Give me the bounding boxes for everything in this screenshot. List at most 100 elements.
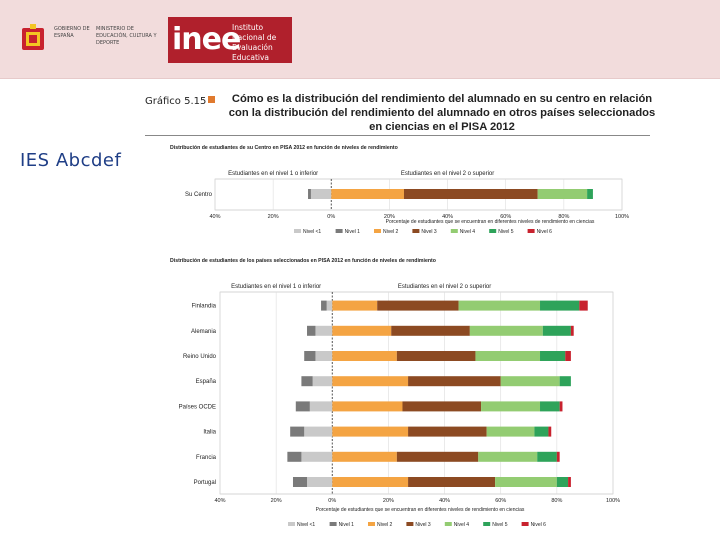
chart2-left-header: Estudiantes en el nivel 1 o inferior xyxy=(231,284,321,290)
chart2-bar-nivel5 xyxy=(542,325,571,336)
header-divider xyxy=(0,78,720,79)
chart2-right-header: Estudiantes en el nivel 2 o superior xyxy=(398,284,491,290)
inee-name: Instituto Nacional de Evaluación Educati… xyxy=(232,23,277,62)
chart2-tick-label: 80% xyxy=(551,498,562,504)
chart2-bar-nivel6 xyxy=(568,477,571,487)
chart2-bar-nivel1 xyxy=(312,376,333,387)
chart2-bar-nivel2 xyxy=(332,325,392,336)
chart1-legend-swatch xyxy=(450,229,458,233)
chart2-tick-label: 40% xyxy=(439,498,450,504)
chart2-bar-nivel5 xyxy=(540,401,560,412)
chart2-category-label: Portugal xyxy=(194,480,216,486)
chart2-bar-nivel1 xyxy=(307,325,316,336)
chart1-legend-swatch xyxy=(412,229,420,233)
chart2-bar-nivel4 xyxy=(481,401,541,412)
chart2-bar-nivel2 xyxy=(332,477,409,487)
chart2-bar-nivel6 xyxy=(559,401,563,412)
chart1-bar-nivel4 xyxy=(537,189,588,199)
chart2-bar-nivel1 xyxy=(307,477,333,487)
chart2-bar-nivel3 xyxy=(396,351,476,361)
chart2-legend-label: Nivel 5 xyxy=(492,522,508,528)
chart2-bar-nivel1 xyxy=(301,376,313,387)
figure-bullet-icon xyxy=(208,96,215,103)
chart2-category-label: Países OCDE xyxy=(179,404,216,410)
chart2-bar-nivel2 xyxy=(332,401,403,412)
chart2-bar-nivel1 xyxy=(301,451,333,462)
chart2-bar-nivel1 xyxy=(321,300,327,311)
chart2-bar-nivel6 xyxy=(570,325,574,336)
chart1-legend-label: Nivel 6 xyxy=(537,229,553,235)
chart2-legend-label: Nivel 6 xyxy=(531,522,547,528)
chart2-legend-swatch xyxy=(368,522,375,526)
chart2-bar-nivel4 xyxy=(478,451,538,462)
chart1-xlabel: Porcentaje de estudiantes que se encuent… xyxy=(386,219,595,225)
chart1-legend-label: Nivel 2 xyxy=(383,229,399,235)
chart2-bar-nivel1 xyxy=(295,401,310,412)
chart2-category-label: Reino Unido xyxy=(183,354,217,360)
chart2-bar-nivel5 xyxy=(540,300,580,311)
chart1-tick-label: 60% xyxy=(500,214,511,220)
chart2-bar-nivel1 xyxy=(290,426,305,437)
chart2-bar-nivel5 xyxy=(556,477,569,487)
chart1-bar-nivel5 xyxy=(587,189,593,199)
chart2-legend-label: Nivel <1 xyxy=(297,522,315,528)
chart2-bar-nivel1 xyxy=(315,325,333,336)
chart2-bar-nivel3 xyxy=(408,376,501,387)
chart1-tick-label: 20% xyxy=(384,214,395,220)
chart1-left-header: Estudiantes en el nivel 1 o inferior xyxy=(228,171,318,177)
chart2-category-label: Finlandia xyxy=(192,304,217,310)
chart1-legend-swatch xyxy=(527,229,535,233)
chart2-bar-nivel4 xyxy=(458,300,541,311)
chart2-bar-nivel6 xyxy=(556,451,560,462)
ministry-label: MINISTERIO DE EDUCACIÓN, CULTURA Y DEPOR… xyxy=(96,26,157,46)
coat-of-arms-icon xyxy=(22,24,44,50)
chart1-bar-nivel1 xyxy=(310,189,332,199)
chart1-title: Distribución de estudiantes de su Centro… xyxy=(170,145,398,151)
chart2-bar-nivel1 xyxy=(315,351,333,361)
chart2-bar-nivel2 xyxy=(332,300,378,311)
chart1-tick-label: 100% xyxy=(615,214,629,220)
chart1-bar-nivel2 xyxy=(331,189,404,199)
figure-number: Gráfico 5.15 xyxy=(145,96,207,107)
chart2-legend-label: Nivel 3 xyxy=(415,522,431,528)
government-logo: GOBIERNO DE ESPAÑA MINISTERIO DE EDUCACI… xyxy=(20,18,160,58)
inee-logo-word: inee xyxy=(172,22,241,57)
chart1-tick-label: 20% xyxy=(268,214,279,220)
chart2-bar-nivel1 xyxy=(304,426,333,437)
figure-rule xyxy=(145,135,650,136)
chart2-bar-nivel4 xyxy=(500,376,560,387)
figure-title: Cómo es la distribución del rendimiento … xyxy=(228,93,656,133)
chart2-legend-swatch xyxy=(483,522,491,526)
chart2-xlabel: Porcentaje de estudiantes que se encuent… xyxy=(316,507,525,513)
chart2-bar-nivel3 xyxy=(391,325,470,336)
chart2-bar-nivel1 xyxy=(326,300,333,311)
chart2-tick-label: 100% xyxy=(606,498,620,504)
chart2-bar-nivel5 xyxy=(537,451,557,462)
chart2-bar-nivel3 xyxy=(402,401,482,412)
chart1-legend-swatch xyxy=(489,229,497,233)
chart2-legend-swatch xyxy=(406,522,414,526)
chart2-bar-nivel3 xyxy=(377,300,459,311)
chart2-legend-swatch xyxy=(444,522,452,526)
chart1-right-header: Estudiantes en el nivel 2 o superior xyxy=(401,171,494,177)
chart2-category-label: Italia xyxy=(203,430,216,436)
chart2-frame xyxy=(219,291,614,495)
chart2-bar-nivel6 xyxy=(548,426,552,437)
chart2-bar-nivel3 xyxy=(396,451,479,462)
chart1-category-label: Su Centro xyxy=(185,192,213,198)
chart2-legend-label: Nivel 1 xyxy=(339,522,355,528)
chart2-category-label: España xyxy=(196,379,217,385)
chart1-legend-label: Nivel 1 xyxy=(345,229,361,235)
chart2-bar-nivel5 xyxy=(534,426,549,437)
chart2-legend-swatch xyxy=(521,522,529,526)
chart2-title: Distribución de estudiantes de los paíse… xyxy=(170,258,436,264)
chart2-tick-label: 40% xyxy=(214,498,225,504)
chart1-bar-nivel3 xyxy=(403,189,538,199)
chart2-category-label: Francia xyxy=(196,455,217,461)
chart2-bar-nivel6 xyxy=(579,300,588,311)
chart2-bar-nivel2 xyxy=(332,426,409,437)
chart2-bar-nivel2 xyxy=(332,376,409,387)
chart2-tick-label: 20% xyxy=(383,498,394,504)
school-label: IES Abcdef xyxy=(20,150,122,171)
